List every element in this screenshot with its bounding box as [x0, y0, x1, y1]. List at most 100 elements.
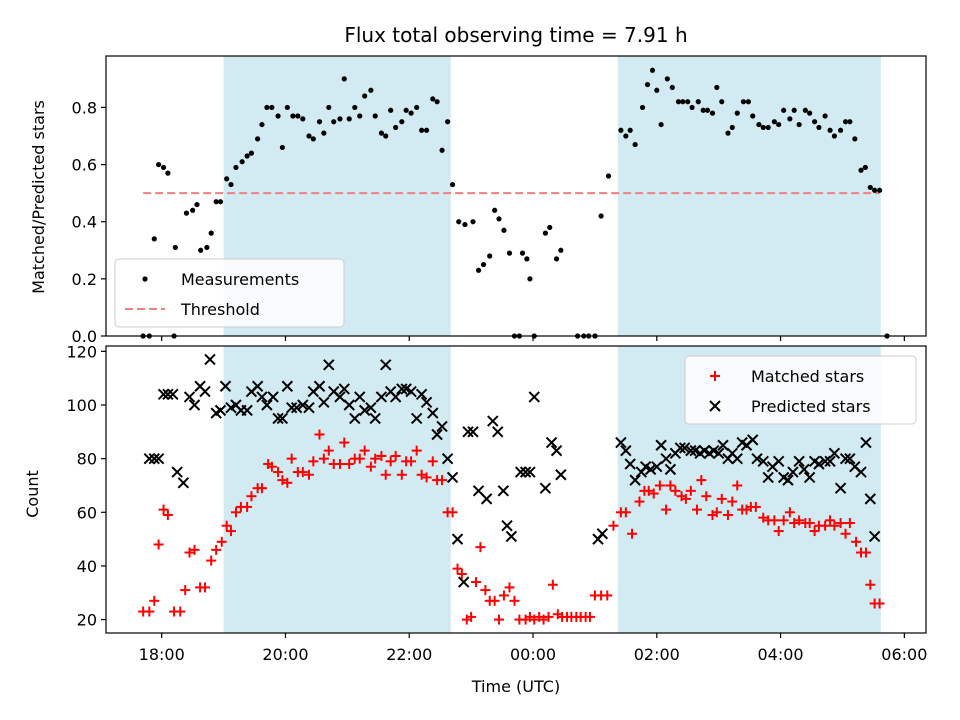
matched-star-point — [162, 509, 173, 520]
ratio-measurement-point — [852, 136, 858, 142]
predicted-star-point-b — [651, 460, 663, 473]
count-y-tick-label: 60 — [77, 503, 97, 522]
matched-star-point — [323, 445, 334, 456]
predicted-star-point-b — [199, 385, 211, 398]
matched-star-point — [778, 515, 789, 526]
predicted-star-point-b — [519, 466, 532, 478]
matched-star-point — [804, 518, 815, 529]
predicted-star-point-b — [267, 391, 279, 403]
predicted-star-point — [664, 463, 677, 476]
predicted-star-point-b — [152, 452, 165, 465]
predicted-star-point-b — [698, 444, 711, 457]
predicted-star-point — [751, 452, 763, 465]
predicted-star-point — [358, 404, 371, 417]
matched-star-point — [654, 480, 665, 491]
ratio-measurement-point — [847, 119, 853, 125]
predicted-star-point — [251, 380, 264, 392]
predicted-star-point-b — [251, 380, 264, 392]
predicted-star-point-b — [708, 444, 720, 457]
predicted-star-point-b — [844, 452, 856, 465]
predicted-star-point — [505, 530, 518, 543]
predicted-star-point — [519, 466, 532, 478]
ratio-measurement-point — [719, 99, 725, 105]
matched-star-point — [584, 611, 595, 622]
predicted-star-point-b — [230, 399, 242, 411]
predicted-star-point — [793, 455, 805, 468]
predicted-star-point-b — [782, 474, 794, 486]
matched-star-point — [696, 475, 707, 486]
predicted-star-point-b — [678, 442, 691, 454]
matched-star-point — [273, 467, 284, 478]
predicted-star-point — [757, 455, 769, 468]
predicted-star-point — [369, 412, 381, 425]
ratio-measurement-point — [204, 244, 210, 251]
matched-star-point — [452, 563, 463, 574]
ratio-measurement-point — [781, 107, 787, 113]
predicted-star-point — [514, 466, 527, 478]
predicted-star-point — [290, 401, 303, 414]
ratio-measurement-point — [771, 119, 777, 125]
matched-star-point — [314, 429, 325, 440]
count-axes: 20 40 60 80 100 120 18:00 20:00 22:00 00:00 02:00 0… — [66, 342, 927, 664]
x-axis-title: Time (UTC) — [471, 677, 560, 696]
count-legend-label: Predicted stars — [751, 397, 871, 416]
predicted-star-point — [824, 455, 836, 468]
matched-star-point — [480, 585, 491, 596]
predicted-star-point — [396, 383, 408, 395]
matched-star-point — [266, 461, 277, 472]
predicted-star-point-b — [256, 391, 268, 403]
chart-title: Flux total observing time = 7.91 h — [344, 23, 687, 47]
matched-star-point — [144, 606, 155, 617]
count-legend-label: Matched stars — [751, 367, 864, 386]
matched-star-point — [406, 456, 417, 467]
ratio-measurement-point — [765, 124, 771, 131]
predicted-star-point — [323, 359, 335, 371]
predicted-star-point — [338, 383, 350, 395]
ratio-measurement-point — [639, 104, 646, 111]
count-points — [138, 353, 885, 625]
predicted-star-point — [188, 399, 201, 411]
predicted-star-point-b — [338, 383, 350, 395]
ratio-measurement-point — [664, 76, 670, 82]
predicted-star-point-b — [415, 388, 428, 400]
predicted-star-point — [171, 466, 183, 478]
ratio-measurement-point — [190, 207, 196, 213]
ratio-measurement-point — [316, 119, 323, 125]
matched-star-point — [489, 595, 500, 606]
predicted-star-point — [674, 442, 687, 454]
predicted-star-point — [143, 452, 156, 465]
ratio-measurement-point — [644, 81, 651, 88]
predicted-star-point — [651, 460, 663, 473]
ratio-measurement-point — [430, 96, 436, 102]
predicted-star-point — [457, 576, 470, 588]
predicted-star-point-b — [472, 485, 485, 497]
matched-star-point — [648, 488, 659, 499]
count-legend-box — [684, 355, 917, 425]
matched-star-point — [153, 539, 164, 550]
predicted-star-point-b — [487, 415, 499, 427]
predicted-star-point-b — [148, 452, 160, 465]
predicted-star-point-b — [290, 401, 303, 414]
ratio-measurement-point — [290, 113, 296, 119]
matched-star-point — [475, 542, 486, 553]
predicted-star-point-b — [685, 444, 697, 457]
predicted-star-point-b — [457, 576, 470, 588]
predicted-star-point — [644, 463, 657, 476]
predicted-star-point — [415, 388, 428, 400]
ratio-measurement-point — [867, 184, 873, 191]
predicted-star-point — [624, 458, 636, 470]
matched-star-point — [701, 491, 712, 502]
predicted-star-point — [497, 485, 510, 497]
predicted-star-point-b — [596, 528, 609, 540]
ratio-y-tick-label: 0.4 — [72, 213, 97, 232]
predicted-star-point — [354, 391, 366, 403]
matched-star-point — [608, 520, 619, 531]
ratio-measurement-point — [275, 113, 281, 119]
matched-star-point — [447, 507, 458, 518]
ratio-legend-label: Threshold — [180, 300, 260, 319]
ratio-measurement-point — [462, 221, 468, 228]
ratio-measurement-point — [399, 119, 405, 125]
ratio-measurement-point — [269, 104, 275, 111]
ratio-measurement-point — [445, 119, 451, 125]
predicted-star-point-b — [436, 420, 448, 433]
